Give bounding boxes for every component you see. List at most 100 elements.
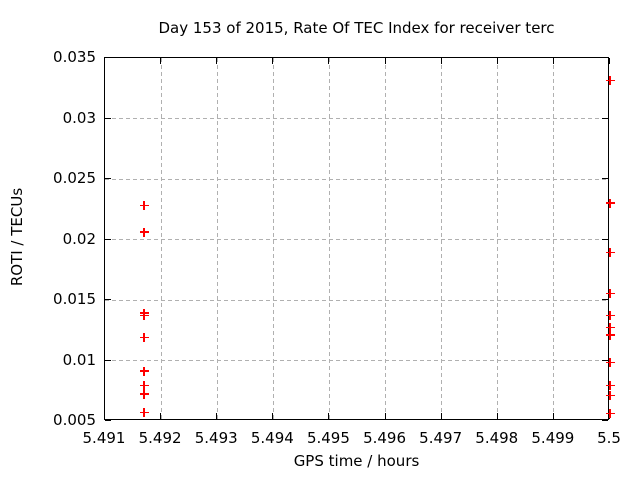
marker-vertical-bar (143, 201, 145, 211)
y-tick-right (602, 420, 608, 421)
x-tick-label: 5.491 (82, 429, 126, 447)
y-tick-label: 0.025 (53, 169, 96, 187)
x-tick-label: 5.495 (306, 429, 350, 447)
gridline-vertical (385, 58, 387, 419)
marker-vertical-bar (143, 333, 145, 342)
x-axis-title: GPS time / hours (293, 452, 420, 470)
marker-vertical-bar (143, 366, 145, 376)
gridline-vertical (216, 58, 218, 419)
x-tick-label: 5.498 (475, 429, 519, 447)
marker-vertical-bar (609, 381, 611, 391)
y-tick-right (602, 178, 608, 179)
data-point-marker (605, 248, 615, 258)
marker-vertical-bar (609, 289, 611, 299)
x-tick-top (272, 58, 274, 64)
y-tick-left (105, 178, 111, 179)
gridline-vertical (553, 58, 555, 419)
y-tick-left (105, 117, 111, 119)
data-point-marker (605, 409, 615, 419)
data-point-marker (605, 323, 615, 333)
gridline-horizontal (105, 178, 608, 180)
data-point-marker (139, 333, 149, 342)
y-tick-left (105, 57, 111, 58)
x-tick-top (552, 58, 554, 64)
data-point-marker (139, 381, 149, 391)
y-tick-right (602, 359, 608, 361)
y-tick-label: 0.015 (53, 290, 96, 308)
x-tick-bottom (104, 413, 105, 419)
gridline-vertical (441, 58, 443, 419)
marker-vertical-bar (143, 311, 145, 321)
y-tick-label: 0.035 (53, 48, 96, 66)
gridline-vertical (497, 58, 499, 419)
data-point-marker (139, 311, 149, 321)
data-point-marker (139, 389, 149, 399)
y-tick-label: 0.01 (62, 350, 96, 369)
y-tick-right (602, 299, 608, 300)
gridline-horizontal (105, 239, 608, 240)
marker-vertical-bar (143, 389, 145, 399)
data-point-marker (605, 391, 615, 401)
y-tick-right (602, 57, 608, 58)
x-tick-label: 5.494 (250, 429, 294, 447)
data-point-marker (605, 198, 615, 208)
y-tick-right (602, 117, 608, 119)
gridline-horizontal (105, 360, 608, 361)
marker-vertical-bar (143, 408, 145, 418)
x-tick-bottom (440, 413, 442, 419)
gridline-vertical (328, 58, 330, 419)
data-point-marker (605, 330, 615, 340)
x-tick-top (384, 58, 386, 64)
marker-vertical-bar (609, 198, 611, 208)
marker-vertical-bar (609, 358, 611, 368)
y-tick-left (105, 299, 111, 300)
data-point-marker (139, 227, 149, 237)
marker-vertical-bar (609, 323, 611, 333)
y-tick-right (602, 238, 608, 240)
x-tick-label: 5.499 (531, 429, 575, 447)
gridline-horizontal (105, 118, 608, 119)
data-point-marker (139, 408, 149, 418)
y-tick-label: 0.005 (53, 411, 96, 429)
x-tick-top (328, 58, 330, 64)
x-tick-bottom (216, 413, 218, 419)
marker-vertical-bar (609, 330, 611, 340)
x-tick-bottom (328, 413, 330, 419)
data-point-marker (139, 201, 149, 211)
y-tick-label: 0.02 (62, 229, 96, 248)
y-tick-left (105, 359, 111, 361)
marker-vertical-bar (609, 409, 611, 419)
x-tick-top (496, 58, 498, 64)
data-point-marker (139, 366, 149, 376)
marker-vertical-bar (609, 391, 611, 401)
x-tick-label: 5.492 (138, 429, 182, 447)
x-tick-top (609, 58, 610, 64)
plot-area (104, 57, 615, 421)
x-tick-bottom (496, 413, 498, 419)
x-tick-bottom (384, 413, 386, 419)
gridline-horizontal (105, 299, 608, 301)
x-tick-top (216, 58, 218, 64)
y-tick-left (105, 420, 111, 421)
data-point-marker (605, 358, 615, 368)
x-tick-bottom (160, 413, 162, 419)
y-tick-left (105, 238, 111, 240)
x-tick-bottom (272, 413, 274, 419)
gridline-vertical (272, 58, 274, 419)
x-tick-bottom (552, 413, 554, 419)
data-point-marker (605, 381, 615, 391)
chart-title: Day 153 of 2015, Rate Of TEC Index for r… (158, 19, 555, 37)
marker-vertical-bar (143, 381, 145, 391)
x-tick-label: 5.493 (194, 429, 238, 447)
data-point-marker (605, 311, 615, 321)
data-point-marker (605, 289, 615, 299)
y-tick-label: 0.03 (62, 108, 96, 127)
x-tick-label: 5.497 (419, 429, 463, 447)
x-tick-top (160, 58, 162, 64)
gridline-vertical (160, 58, 162, 419)
marker-vertical-bar (609, 76, 611, 86)
x-tick-label: 5.496 (363, 429, 407, 447)
x-tick-top (104, 58, 105, 64)
marker-vertical-bar (143, 227, 145, 237)
